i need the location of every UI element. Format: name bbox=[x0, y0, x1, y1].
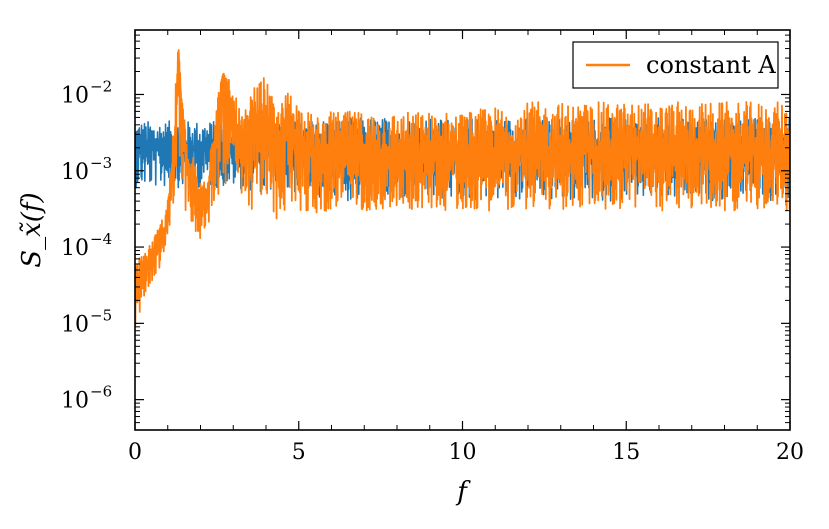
y-tick-exponent: −3 bbox=[90, 154, 112, 172]
x-tick-label: 10 bbox=[449, 440, 477, 465]
x-tick-label: 20 bbox=[776, 440, 804, 465]
legend: constant A bbox=[572, 41, 779, 89]
x-tick-label: 15 bbox=[612, 440, 640, 465]
x-tick-label: 5 bbox=[292, 440, 306, 465]
y-tick-label: 10 bbox=[61, 389, 89, 414]
plot-frame bbox=[134, 29, 791, 431]
y-tick-label: 10 bbox=[61, 160, 89, 185]
y-tick-exponent: −5 bbox=[90, 306, 112, 324]
y-tick-label: 10 bbox=[61, 83, 89, 108]
y-axis-label: S_x̃(f) bbox=[17, 192, 47, 267]
y-tick-exponent: −6 bbox=[90, 383, 112, 401]
series-layer bbox=[135, 49, 790, 327]
legend-label-constant-a: constant A bbox=[646, 51, 776, 79]
x-tick-label: 0 bbox=[128, 440, 142, 465]
y-tick-label: 10 bbox=[61, 312, 89, 337]
y-tick-label: 10 bbox=[61, 236, 89, 261]
y-tick-exponent: −4 bbox=[90, 230, 112, 248]
y-tick-exponent: −2 bbox=[90, 77, 112, 95]
series-line-constant-a bbox=[135, 49, 790, 327]
x-axis-label: f bbox=[455, 477, 471, 507]
